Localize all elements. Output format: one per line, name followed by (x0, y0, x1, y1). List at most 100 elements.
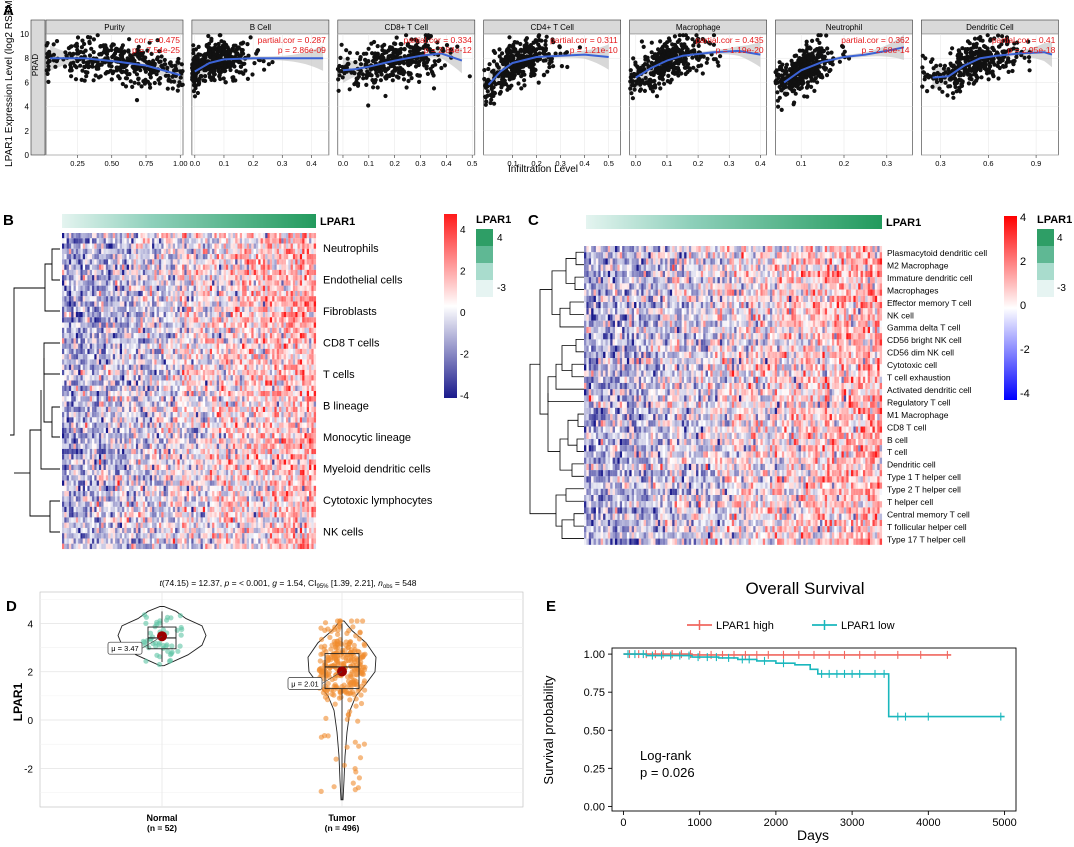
heatmap-cell (149, 343, 153, 349)
heatmap-cell (108, 470, 111, 476)
heatmap-cell (131, 233, 134, 239)
scatter-point (355, 51, 360, 56)
heatmap-cell (140, 491, 143, 497)
heatmap-cell (128, 491, 132, 497)
heatmap-cell (98, 285, 102, 291)
heatmap-cell (112, 485, 116, 492)
heatmap-cell (135, 233, 139, 239)
heatmap-cell (80, 275, 83, 281)
heatmap-cell (128, 280, 132, 286)
heatmap-cell (124, 506, 127, 513)
heatmap-cell (124, 448, 127, 455)
heatmap-cell (105, 512, 109, 518)
heatmap-cell (62, 427, 65, 434)
heatmap-cell (101, 512, 104, 518)
scatter-point (643, 75, 648, 81)
heatmap-cell (85, 496, 88, 502)
heatmap-cell (98, 506, 102, 513)
heatmap-cell (108, 301, 111, 307)
heatmap-cell (115, 275, 118, 281)
heatmap-cell (66, 401, 69, 407)
heatmap-cell (80, 396, 83, 402)
heatmap-cell (62, 264, 65, 270)
heatmap-cell (64, 533, 67, 539)
heatmap-cell (68, 369, 72, 376)
heatmap-cell (101, 354, 104, 360)
heatmap-cell (85, 243, 88, 249)
facet-xtick-label: 0.2 (389, 159, 399, 168)
heatmap-cell (98, 427, 102, 434)
heatmap-cell (149, 354, 153, 360)
heatmap-cell (149, 427, 153, 434)
scatter-point (950, 76, 955, 81)
panel-a-cancer-label: PRAD (31, 54, 40, 76)
heatmap-cell (131, 422, 134, 428)
heatmap-cell (68, 512, 72, 518)
facet-stat-p: p = 2.84e-12 (424, 45, 472, 55)
heatmap-cell (96, 248, 99, 255)
heatmap-cell (105, 327, 109, 334)
heatmap-cell (119, 348, 123, 355)
heatmap-cell (126, 243, 130, 249)
heatmap-cell (115, 417, 118, 423)
facet-xtick-label: 0.3 (724, 159, 734, 168)
heatmap-cell (92, 364, 95, 370)
heatmap-cell (94, 333, 97, 339)
heatmap-cell (75, 327, 79, 334)
scatter-point (439, 65, 444, 71)
heatmap-cell (64, 464, 67, 471)
scatter-point (179, 62, 184, 67)
scatter-point (242, 61, 247, 66)
heatmap-cell (108, 512, 111, 518)
heatmap-cell (133, 412, 136, 418)
heatmap-cell (105, 385, 109, 392)
heatmap-cell (152, 269, 155, 276)
scatter-point (81, 50, 86, 55)
scatter-point (155, 38, 160, 43)
heatmap-cell (140, 543, 143, 550)
heatmap-cell (96, 417, 99, 423)
heatmap-cell (135, 369, 139, 376)
scatter-point (837, 59, 843, 64)
scatter-point (191, 43, 196, 48)
heatmap-cell (126, 369, 130, 376)
heatmap-cell (119, 438, 123, 444)
scatter-point (949, 63, 954, 68)
heatmap-cell (131, 448, 134, 455)
scatter-point (840, 44, 846, 50)
heatmap-cell (115, 433, 118, 439)
heatmap-cell (110, 259, 113, 265)
heatmap-cell (131, 527, 134, 534)
heatmap-cell (96, 301, 99, 307)
heatmap-cell (85, 306, 88, 313)
heatmap-cell (147, 317, 150, 323)
heatmap-cell (98, 543, 102, 550)
heatmap-cell (119, 501, 123, 507)
scatter-point (516, 71, 521, 76)
scatter-point (96, 66, 101, 71)
heatmap-cell (87, 338, 90, 344)
heatmap-cell (149, 248, 153, 255)
heatmap-cell (145, 522, 148, 528)
scatter-point (218, 53, 223, 59)
heatmap-cell (126, 396, 130, 402)
heatmap-cell (122, 443, 125, 449)
scatter-point (713, 57, 718, 62)
heatmap-cell (98, 417, 102, 423)
heatmap-cell (101, 233, 104, 239)
heatmap-cell (115, 354, 118, 360)
heatmap-cell (78, 470, 81, 476)
heatmap-cell (142, 333, 146, 339)
heatmap-cell (142, 485, 146, 492)
heatmap-cell (117, 454, 120, 460)
heatmap-cell (105, 380, 109, 386)
heatmap-cell (66, 233, 69, 239)
scatter-point (808, 46, 813, 51)
heatmap-cell (147, 412, 150, 418)
heatmap-cell (126, 359, 130, 365)
heatmap-cell (108, 312, 111, 318)
heatmap-cell (73, 491, 76, 497)
scatter-point (787, 82, 792, 87)
heatmap-cell (75, 312, 79, 318)
scatter-point (363, 57, 368, 63)
